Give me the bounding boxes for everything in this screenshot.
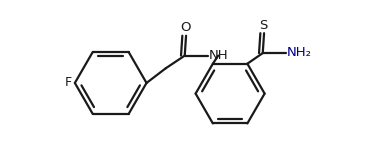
Text: S: S bbox=[259, 19, 268, 32]
Text: O: O bbox=[180, 21, 190, 34]
Text: NH: NH bbox=[209, 49, 229, 62]
Text: F: F bbox=[64, 76, 72, 89]
Text: NH₂: NH₂ bbox=[287, 46, 312, 59]
